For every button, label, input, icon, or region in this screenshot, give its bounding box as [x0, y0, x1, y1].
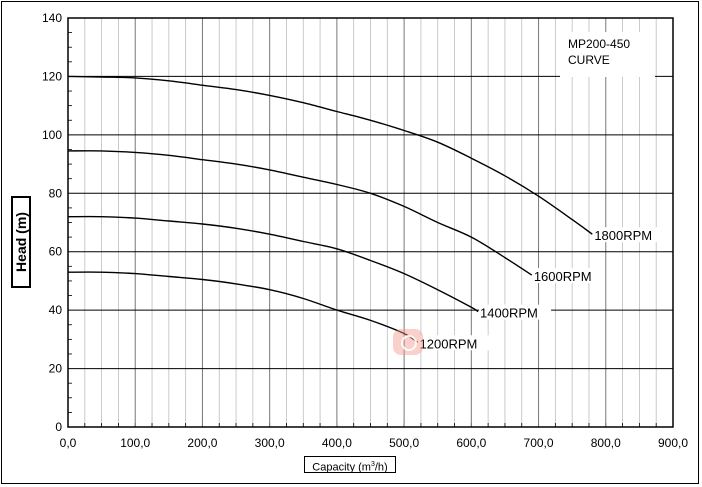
series-label-1800rpm: 1800RPM: [594, 228, 652, 243]
x-tick-labels: 0,0 100,0 200,0 300,0 400,0 500,0 600,0 700,0 80…: [60, 436, 689, 450]
x-tick-label: 700,0: [524, 436, 554, 450]
x-tick-label: 800,0: [591, 436, 621, 450]
x-axis-label: Capacity (m: [312, 461, 371, 474]
series-label-bg: [418, 335, 491, 351]
x-tick-label: 100,0: [120, 436, 150, 450]
x-axis-label-tail: /h): [374, 461, 388, 474]
series-line-1600rpm: [67, 150, 533, 276]
x-tick-label: 200,0: [187, 436, 217, 450]
x-tick-label: 400,0: [322, 436, 352, 450]
x-tick-label: 300,0: [255, 436, 285, 450]
y-tick-label: 80: [49, 186, 63, 200]
minor-grid: [68, 18, 657, 427]
x-axis-label-box: Capacity (m3/h): [304, 456, 396, 474]
plot-area: [67, 17, 674, 428]
y-tick-label: 60: [49, 245, 63, 259]
x-tick-label: 600,0: [456, 436, 486, 450]
y-axis-label: Head (m): [13, 212, 29, 272]
series-lines: [67, 75, 593, 343]
y-tick-label: 40: [49, 303, 63, 317]
series-label-bg: [593, 227, 666, 243]
watermark-logo-icon: [393, 329, 423, 355]
y-tick-label: 140: [42, 11, 62, 25]
x-tick-label: 500,0: [389, 436, 419, 450]
y-tick-label: 20: [49, 362, 63, 376]
series-line-1800rpm: [67, 75, 593, 235]
chart-title: MP200-450 CURVE: [560, 32, 655, 77]
series-label-bg: [532, 268, 605, 284]
x-tick-label: 900,0: [658, 436, 688, 450]
series-label-1400rpm: 1400RPM: [480, 306, 538, 321]
series-line-1400rpm: [67, 215, 479, 313]
series-label-bg: [479, 304, 552, 320]
y-axis-label-box: Head (m): [11, 196, 31, 288]
chart-title-line-2: CURVE: [568, 53, 610, 67]
y-tick-label: 0: [55, 420, 62, 434]
x-axis-label-superscript: 3: [370, 461, 375, 468]
chart-title-line-1: MP200-450: [568, 37, 631, 51]
y-tick-label: 120: [42, 69, 62, 83]
major-grid: [68, 18, 673, 427]
x-tick-label: 0,0: [60, 436, 77, 450]
series-label-1600rpm: 1600RPM: [534, 269, 592, 284]
y-tick-labels: 0 20 40 60 80 100 120 140: [42, 11, 62, 434]
series-label-1200rpm: 1200RPM: [420, 336, 478, 351]
series-line-1200rpm: [67, 271, 419, 343]
y-tick-label: 100: [42, 128, 62, 142]
